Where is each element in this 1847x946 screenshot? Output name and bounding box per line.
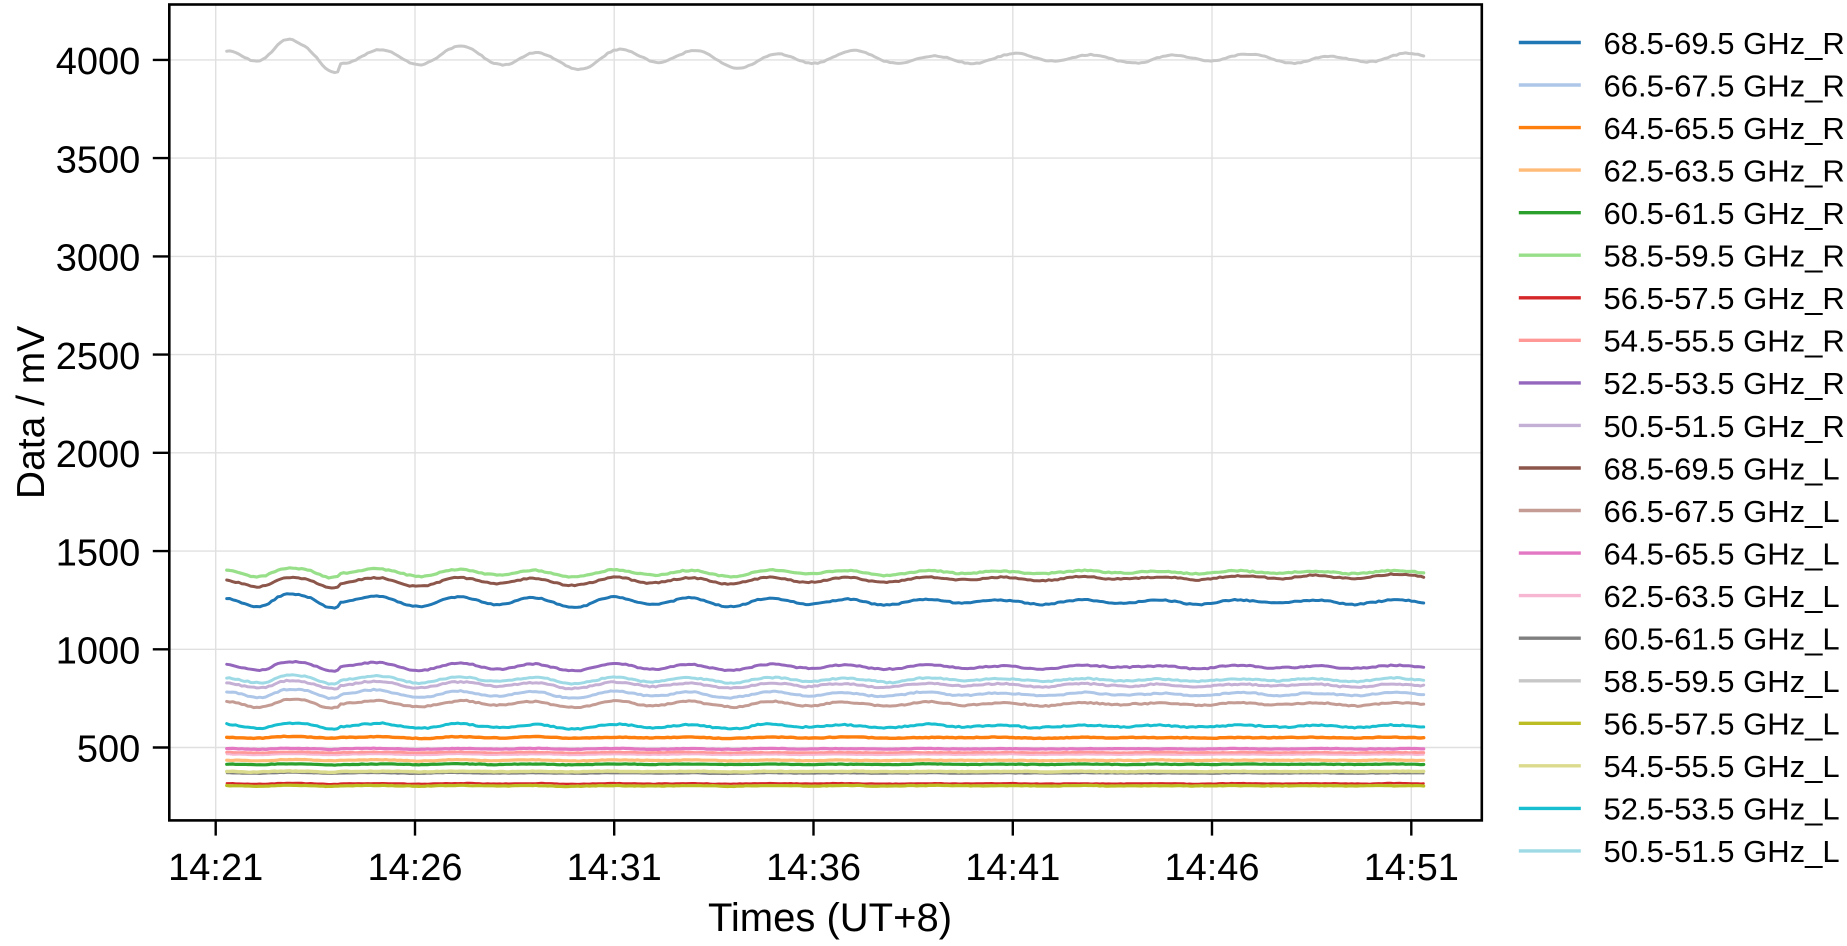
svg-text:68.5-69.5 GHz_R: 68.5-69.5 GHz_R [1604, 26, 1845, 61]
svg-text:60.5-61.5 GHz_R: 60.5-61.5 GHz_R [1604, 196, 1845, 231]
svg-text:50.5-51.5 GHz_R: 50.5-51.5 GHz_R [1604, 409, 1845, 444]
svg-text:Data / mV: Data / mV [10, 326, 53, 499]
svg-text:14:21: 14:21 [168, 847, 263, 889]
svg-text:Times (UT+8): Times (UT+8) [708, 896, 952, 940]
svg-text:52.5-53.5 GHz_L: 52.5-53.5 GHz_L [1604, 792, 1840, 827]
svg-text:60.5-61.5 GHz_L: 60.5-61.5 GHz_L [1604, 622, 1840, 657]
svg-text:14:36: 14:36 [766, 847, 861, 889]
svg-text:66.5-67.5 GHz_L: 66.5-67.5 GHz_L [1604, 494, 1840, 529]
svg-text:52.5-53.5 GHz_R: 52.5-53.5 GHz_R [1604, 366, 1845, 401]
svg-text:54.5-55.5 GHz_L: 54.5-55.5 GHz_L [1604, 749, 1840, 784]
svg-text:1000: 1000 [56, 631, 141, 673]
svg-text:58.5-59.5 GHz_L: 58.5-59.5 GHz_L [1604, 664, 1840, 699]
svg-text:66.5-67.5 GHz_R: 66.5-67.5 GHz_R [1604, 68, 1845, 103]
svg-text:3500: 3500 [56, 139, 141, 181]
svg-text:4000: 4000 [56, 41, 141, 83]
svg-text:14:51: 14:51 [1364, 847, 1459, 889]
svg-text:500: 500 [77, 729, 140, 771]
svg-text:2000: 2000 [56, 434, 141, 476]
svg-text:1500: 1500 [56, 532, 141, 574]
svg-text:54.5-55.5 GHz_R: 54.5-55.5 GHz_R [1604, 324, 1845, 359]
svg-text:14:26: 14:26 [367, 847, 462, 889]
svg-text:14:31: 14:31 [567, 847, 662, 889]
svg-text:64.5-65.5 GHz_R: 64.5-65.5 GHz_R [1604, 111, 1845, 146]
svg-text:56.5-57.5 GHz_L: 56.5-57.5 GHz_L [1604, 707, 1840, 742]
svg-text:2500: 2500 [56, 336, 141, 378]
svg-text:62.5-63.5 GHz_L: 62.5-63.5 GHz_L [1604, 579, 1840, 614]
svg-text:58.5-59.5 GHz_R: 58.5-59.5 GHz_R [1604, 239, 1845, 274]
svg-text:64.5-65.5 GHz_L: 64.5-65.5 GHz_L [1604, 536, 1840, 571]
svg-text:14:46: 14:46 [1164, 847, 1259, 889]
svg-text:68.5-69.5 GHz_L: 68.5-69.5 GHz_L [1604, 451, 1840, 486]
svg-text:50.5-51.5 GHz_L: 50.5-51.5 GHz_L [1604, 834, 1840, 869]
svg-text:62.5-63.5 GHz_R: 62.5-63.5 GHz_R [1604, 153, 1845, 188]
svg-text:56.5-57.5 GHz_R: 56.5-57.5 GHz_R [1604, 281, 1845, 316]
svg-text:14:41: 14:41 [965, 847, 1060, 889]
svg-text:3000: 3000 [56, 238, 141, 280]
